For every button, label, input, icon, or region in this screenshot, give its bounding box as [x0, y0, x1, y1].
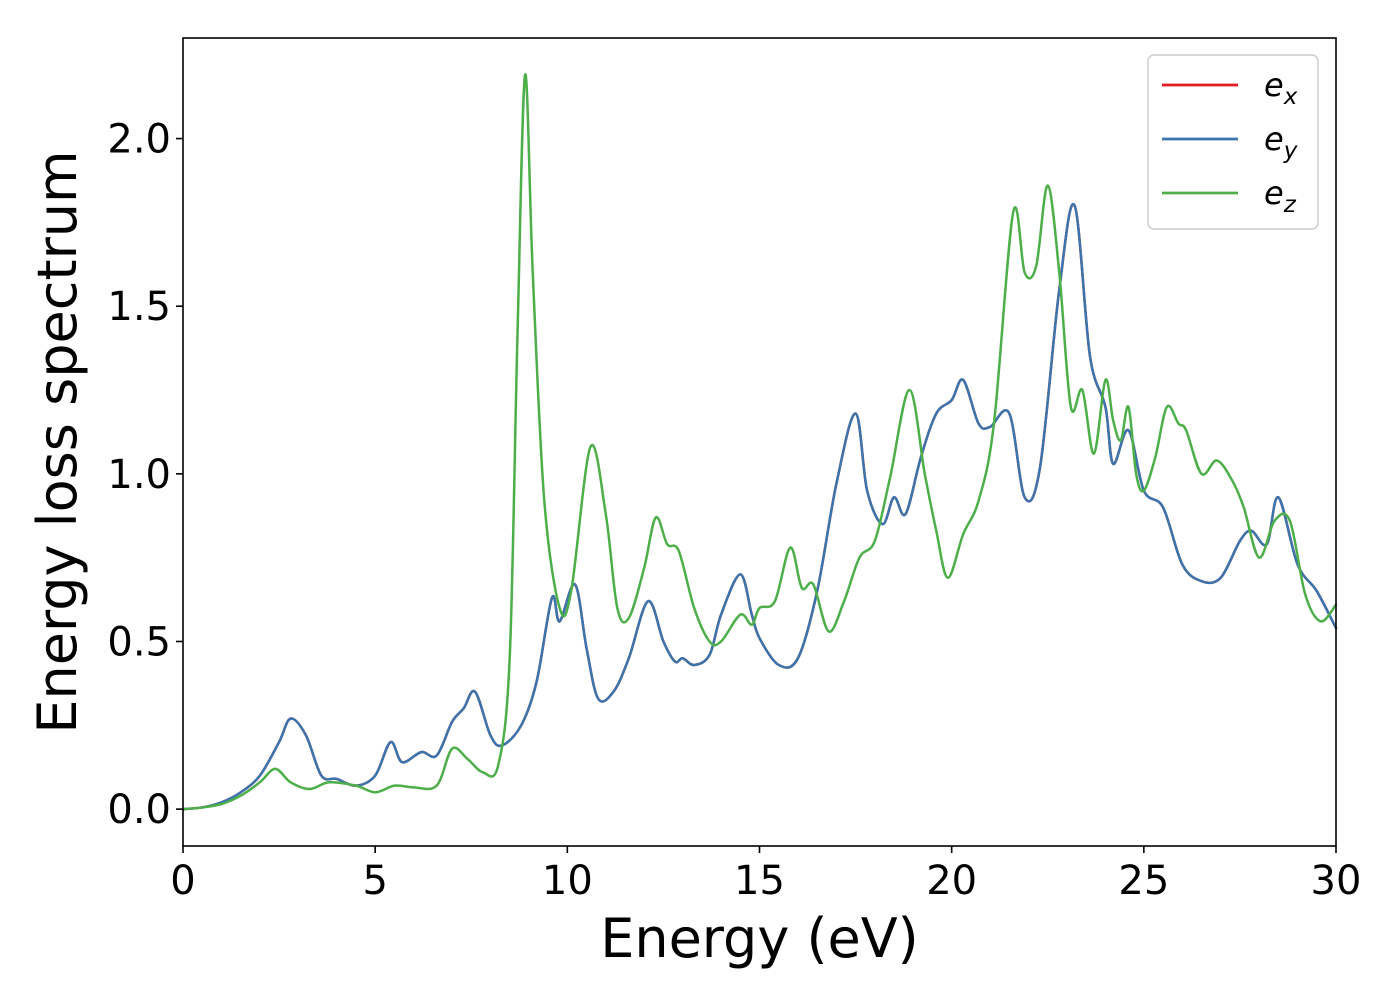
y-tick-label: 0.0: [107, 787, 171, 833]
legend-label-y: ey: [1264, 120, 1298, 164]
legend-label-z: ez: [1264, 174, 1297, 218]
legend-label-x: ex: [1264, 66, 1298, 110]
x-tick-label: 5: [362, 858, 387, 904]
y-tick-label: 1.5: [107, 284, 171, 330]
x-tick-label: 0: [170, 858, 195, 904]
x-tick-label: 25: [1118, 858, 1169, 904]
legend: ex ey ez: [1147, 54, 1319, 230]
x-axis-title: Energy (eV): [600, 907, 919, 970]
x-tick-label: 15: [734, 858, 785, 904]
series-line-y: [181, 202, 1338, 811]
x-axis: 0 5 10 15 20 25 30: [170, 846, 1361, 904]
y-tick-label: 2.0: [107, 117, 171, 163]
x-tick-label: 30: [1311, 858, 1362, 904]
x-tick-label: 10: [542, 858, 593, 904]
x-tick-label: 20: [926, 858, 977, 904]
y-axis-title: Energy loss spectrum: [26, 150, 89, 733]
y-tick-label: 1.0: [107, 452, 171, 498]
legend-box: [1147, 54, 1319, 230]
series-line-z: [181, 73, 1338, 811]
y-axis: 0.0 0.5 1.0 1.5 2.0: [107, 117, 183, 833]
series-layer: [181, 73, 1338, 811]
y-tick-label: 0.5: [107, 619, 171, 665]
